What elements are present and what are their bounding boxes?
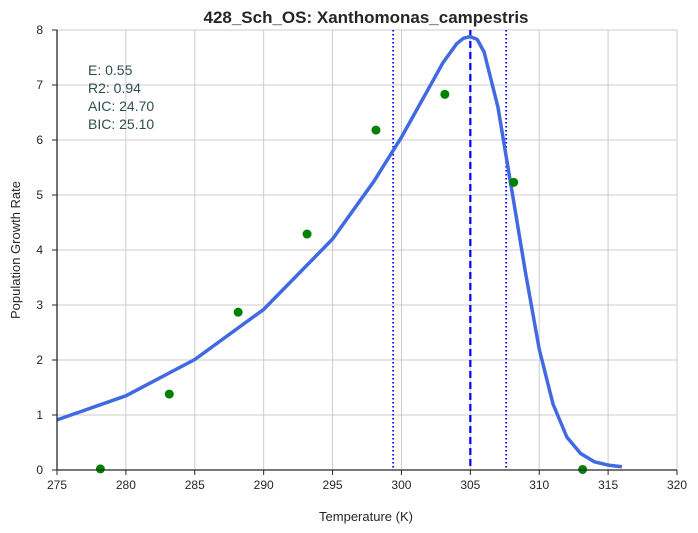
data-point [95,464,105,474]
x-tick-label: 320 [667,478,687,492]
x-tick-label: 290 [254,478,274,492]
data-point [164,389,174,399]
x-tick-label: 280 [116,478,136,492]
x-tick-label: 300 [391,478,411,492]
y-tick-label: 2 [36,353,43,367]
stat-r2: R2: 0.94 [88,80,141,96]
fit-curve [56,34,623,469]
y-tick-label: 1 [36,408,43,422]
x-axis-ticks: 275 280 285 290 295 300 305 310 315 320 [47,470,687,492]
stat-bic: BIC: 25.10 [88,116,154,132]
stat-aic: AIC: 24.70 [88,98,154,114]
reference-lines [392,30,508,470]
y-tick-label: 4 [36,243,43,257]
x-tick-label: 275 [47,478,67,492]
data-point [233,307,243,317]
y-axis-label: Population Growth Rate [8,181,23,319]
fit-statistics: E: 0.55 R2: 0.94 AIC: 24.70 BIC: 25.10 [88,62,154,132]
data-point [302,229,312,239]
grid-lines [56,29,678,471]
x-tick-label: 310 [529,478,549,492]
y-tick-label: 3 [36,298,43,312]
y-tick-label: 7 [36,78,43,92]
x-axis-label: Temperature (K) [319,509,413,524]
y-tick-label: 5 [36,188,43,202]
chart-title: 428_Sch_OS: Xanthomonas_campestris [203,8,528,27]
y-tick-label: 0 [36,463,43,477]
x-tick-label: 315 [598,478,618,492]
x-tick-label: 305 [460,478,480,492]
data-point [440,89,450,99]
observed-points [95,89,588,474]
stat-e: E: 0.55 [88,62,133,78]
x-tick-label: 285 [185,478,205,492]
data-point [509,177,519,187]
data-point [371,125,381,135]
y-tick-label: 6 [36,133,43,147]
x-tick-label: 295 [323,478,343,492]
y-axis-ticks: 0 1 2 3 4 5 6 7 8 [36,23,57,477]
y-tick-label: 8 [36,23,43,37]
